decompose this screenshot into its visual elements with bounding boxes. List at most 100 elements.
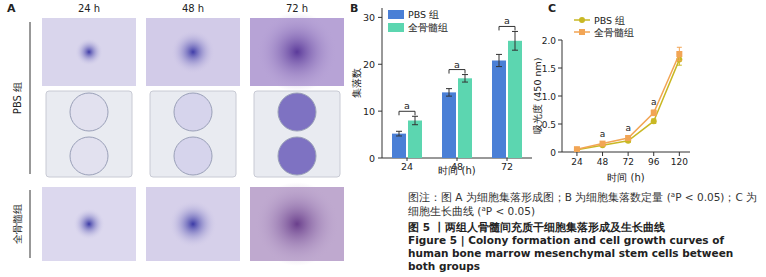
significance-label: a [625, 123, 631, 133]
caption-text: a [481, 205, 485, 213]
panel-label: B [350, 2, 358, 15]
significance-label: a [404, 100, 410, 111]
legend-label: 全骨髓组 [594, 27, 634, 38]
point [651, 118, 657, 124]
y-tick [378, 158, 382, 159]
point [676, 51, 682, 57]
significance-bracket [449, 70, 465, 74]
x-axis-label: 时间 (h) [607, 172, 644, 183]
legend-label: PBS 组 [594, 15, 625, 26]
y-tick [378, 64, 382, 65]
point [651, 110, 657, 116]
y-tick [558, 152, 562, 153]
group-bracket [30, 22, 31, 174]
error-bar [512, 31, 518, 50]
legend-swatch [388, 23, 404, 32]
x-tick-label: 72 [501, 161, 513, 172]
micrograph [146, 18, 240, 86]
colony [257, 12, 337, 92]
point [600, 141, 606, 147]
legend-swatch [388, 10, 404, 19]
y-axis [562, 40, 563, 152]
group-label: PBS 组 [12, 82, 23, 114]
y-axis [382, 8, 383, 158]
y-tick-label: 0.5 [542, 120, 556, 130]
point [574, 146, 580, 152]
bar [508, 41, 522, 158]
y-tick [558, 96, 562, 97]
x-tick [628, 152, 629, 156]
error-bar [446, 89, 452, 97]
series-line [577, 54, 679, 149]
y-tick-label: 2.0 [542, 36, 557, 46]
error-bar [462, 75, 468, 83]
colony [171, 30, 215, 74]
legend-label: PBS 组 [408, 9, 439, 20]
well [278, 137, 316, 175]
micrograph [146, 187, 240, 261]
y-tick [558, 68, 562, 69]
group-label: 全骨髓组 [12, 204, 23, 244]
error-bar [496, 54, 502, 66]
y-tick [558, 40, 562, 41]
y-tick [378, 111, 382, 112]
colony [169, 200, 217, 248]
figure-title: 图 5 丨两组人骨髓间充质干细胞集落形成及生长曲线 [408, 220, 764, 234]
plot-area [392, 31, 522, 158]
y-tick-label: 1.5 [542, 64, 556, 74]
group-bracket [30, 190, 31, 258]
well [278, 93, 316, 131]
x-tick-label: 24 [401, 161, 413, 172]
x-tick-label: 48 [597, 157, 609, 167]
well [70, 137, 108, 175]
legend-marker [579, 29, 585, 35]
x-tick-label: 24 [571, 157, 583, 167]
y-axis-label: 吸光度 (450 nm) [532, 58, 543, 135]
error-bar [651, 119, 656, 123]
x-tick-label: 120 [671, 157, 688, 167]
y-tick [558, 124, 562, 125]
y-tick-label: 30 [363, 12, 375, 23]
error-bar [677, 47, 682, 60]
significance-bracket [399, 111, 415, 115]
significance-bracket [499, 26, 515, 30]
significance-label: a [600, 129, 606, 139]
plate [150, 91, 236, 177]
legend-marker [579, 17, 585, 23]
significance-label: a [504, 15, 510, 26]
error-bar [396, 131, 402, 136]
y-tick-label: 20 [363, 59, 375, 70]
x-tick [679, 152, 680, 156]
colony [75, 38, 103, 66]
panel-label: A [7, 2, 16, 15]
error-bar [412, 116, 418, 124]
bar [458, 78, 472, 158]
well [70, 93, 108, 131]
significance-label: a [651, 97, 657, 107]
plot-area [574, 47, 682, 152]
micrograph [42, 187, 136, 261]
bar [492, 61, 506, 159]
well [174, 137, 212, 175]
y-tick-label: 0 [369, 153, 375, 164]
y-tick-label: 10 [363, 106, 375, 117]
x-tick [602, 152, 603, 156]
column-label: 48 h [182, 3, 204, 14]
legend-label: 全骨髓组 [408, 22, 448, 33]
x-tick-label: 72 [622, 157, 633, 167]
significance-label: a [454, 59, 460, 70]
column-label: 24 h [78, 3, 100, 14]
x-tick-label: 48 [451, 161, 463, 172]
bar [392, 134, 406, 158]
well [174, 93, 212, 131]
caption-text: a [671, 191, 675, 199]
caption: 图注：图 A 为细胞集落形成图；B 为细胞集落数定量 (aP < 0.05)；C… [408, 190, 764, 273]
colony [73, 208, 105, 240]
plate [254, 91, 340, 177]
figure-title-en: Figure 5 | Colony formation and cell gro… [408, 234, 764, 273]
plate [46, 91, 132, 177]
bar [442, 92, 456, 158]
point [625, 135, 631, 141]
x-tick [653, 152, 654, 156]
y-axis-label: 集落数 [351, 68, 362, 98]
